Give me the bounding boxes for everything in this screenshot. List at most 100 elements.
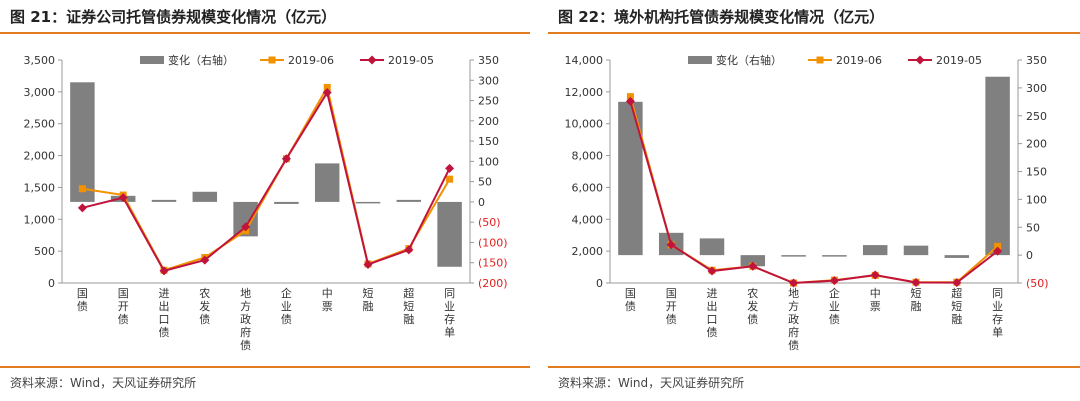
bar-change — [355, 201, 381, 204]
point-2019-05 — [363, 260, 373, 270]
bar-change — [781, 255, 806, 257]
category-label: 进出口债 — [707, 287, 718, 339]
point-2019-05 — [445, 163, 455, 173]
point-2019-05 — [789, 278, 799, 288]
legend: 变化（右轴） 2019-06 2019-05 — [688, 53, 982, 67]
right-tick-label: 50 — [478, 176, 492, 189]
bar-change — [944, 255, 970, 258]
left-tick-label: 3,000 — [24, 86, 56, 99]
right-tick-label: 150 — [1026, 166, 1047, 179]
category-label: 短融 — [911, 286, 922, 313]
category-label: 中票 — [322, 287, 333, 313]
left-tick-label: 1,500 — [24, 181, 56, 194]
category-label: 国开债 — [118, 287, 129, 326]
right-tick-label: 350 — [1026, 54, 1047, 67]
point-2019-05 — [322, 87, 332, 97]
point-2019-05 — [829, 276, 839, 286]
point-2019-05 — [748, 261, 758, 271]
bar-change — [192, 191, 218, 202]
title-rule — [548, 32, 1080, 34]
left-tick-label: 14,000 — [565, 54, 604, 67]
right-tick-label: 250 — [478, 95, 499, 108]
point-2019-05 — [404, 245, 414, 255]
chart-21: 05001,0001,5002,0002,5003,0003,500(200)(… — [24, 53, 508, 352]
category-label: 农发债 — [199, 286, 210, 326]
legend-swatch-bar — [688, 56, 712, 64]
right-tick-label: 0 — [478, 196, 485, 209]
category-label: 国开债 — [666, 287, 677, 326]
category-label: 同业存单 — [992, 287, 1003, 339]
right-tick-label: 50 — [1026, 221, 1040, 234]
point-2019-06 — [323, 83, 331, 91]
source-rule — [0, 366, 530, 368]
right-tick-label: 300 — [478, 74, 499, 87]
legend-label: 2019-06 — [288, 54, 334, 67]
right-tick-label: 100 — [478, 155, 499, 168]
left-tick-label: 0 — [48, 277, 55, 290]
bar-change — [314, 163, 340, 202]
left-tick-label: 3,500 — [24, 54, 56, 67]
right-tick-label: 200 — [1026, 138, 1047, 151]
bar-change — [822, 255, 847, 257]
series-line-2019-06 — [82, 84, 451, 272]
legend-marker-diamond — [367, 55, 377, 65]
bar-change — [274, 201, 299, 204]
series-line-2019-05 — [82, 89, 451, 273]
bar-change — [396, 199, 422, 202]
right-tick-label: 250 — [1026, 110, 1047, 123]
legend-label: 变化（右轴） — [168, 53, 234, 67]
bar-change — [862, 245, 888, 256]
point-2019-05 — [77, 203, 87, 213]
category-label: 国债 — [77, 287, 88, 313]
right-tick-label: (150) — [478, 257, 508, 270]
left-tick-label: 500 — [34, 245, 55, 258]
left-tick-label: 2,000 — [572, 245, 604, 258]
series-line-2019-05 — [629, 101, 999, 285]
category-label: 国债 — [625, 287, 636, 313]
left-tick-label: 6,000 — [572, 181, 604, 194]
category-label: 超短融 — [951, 286, 962, 326]
source-rule — [548, 366, 1080, 368]
figure-title: 图 21：证券公司托管债券规模变化情况（亿元） — [10, 8, 337, 26]
category-label: 地方政府债 — [240, 287, 251, 352]
point-2019-05 — [870, 270, 880, 280]
bar-change — [740, 255, 766, 267]
bar-change — [70, 82, 95, 202]
right-tick-label: (50) — [1026, 277, 1049, 290]
bar-change — [437, 201, 462, 267]
bar-change — [985, 76, 1010, 256]
left-tick-label: 10,000 — [565, 118, 604, 131]
legend-label: 2019-06 — [836, 54, 882, 67]
source-note: 资料来源：Wind，天风证券研究所 — [558, 376, 745, 390]
legend-swatch-bar — [140, 56, 164, 64]
right-tick-label: (200) — [478, 277, 508, 290]
point-2019-06 — [446, 175, 454, 183]
legend-label: 2019-05 — [388, 54, 434, 67]
category-label: 中票 — [870, 287, 881, 313]
category-label: 地方政府债 — [788, 287, 799, 352]
bar-change — [151, 199, 177, 202]
point-2019-05 — [707, 266, 717, 276]
category-label: 短融 — [363, 286, 374, 313]
legend: 变化（右轴） 2019-06 2019-05 — [140, 53, 434, 67]
right-tick-label: 300 — [1026, 82, 1047, 95]
category-label: 超短融 — [403, 286, 414, 326]
figure-22-panel: 图 22：境外机构托管债券规模变化情况（亿元） 0 2,000 4,000 6,000… — [548, 0, 1080, 401]
point-2019-05 — [159, 266, 169, 276]
category-label: 企业债 — [829, 286, 840, 326]
figure-21-panel: 图 21：证券公司托管债券规模变化情况（亿元） 0 500 1,000 1,500 2,… — [0, 0, 530, 401]
point-2019-05 — [993, 246, 1003, 256]
category-label: 农发债 — [747, 286, 758, 326]
left-tick-label: 2,000 — [24, 150, 56, 163]
point-2019-05 — [911, 278, 921, 288]
right-tick-label: 0 — [1026, 249, 1033, 262]
legend-label: 2019-05 — [936, 54, 982, 67]
left-tick-label: 8,000 — [572, 150, 604, 163]
title-rule — [0, 32, 530, 34]
point-2019-05 — [241, 222, 251, 232]
right-tick-label: (50) — [478, 216, 501, 229]
source-note: 资料来源：Wind，天风证券研究所 — [10, 376, 197, 390]
point-2019-05 — [281, 154, 291, 164]
left-tick-label: 12,000 — [565, 86, 604, 99]
point-2019-05 — [666, 240, 676, 250]
